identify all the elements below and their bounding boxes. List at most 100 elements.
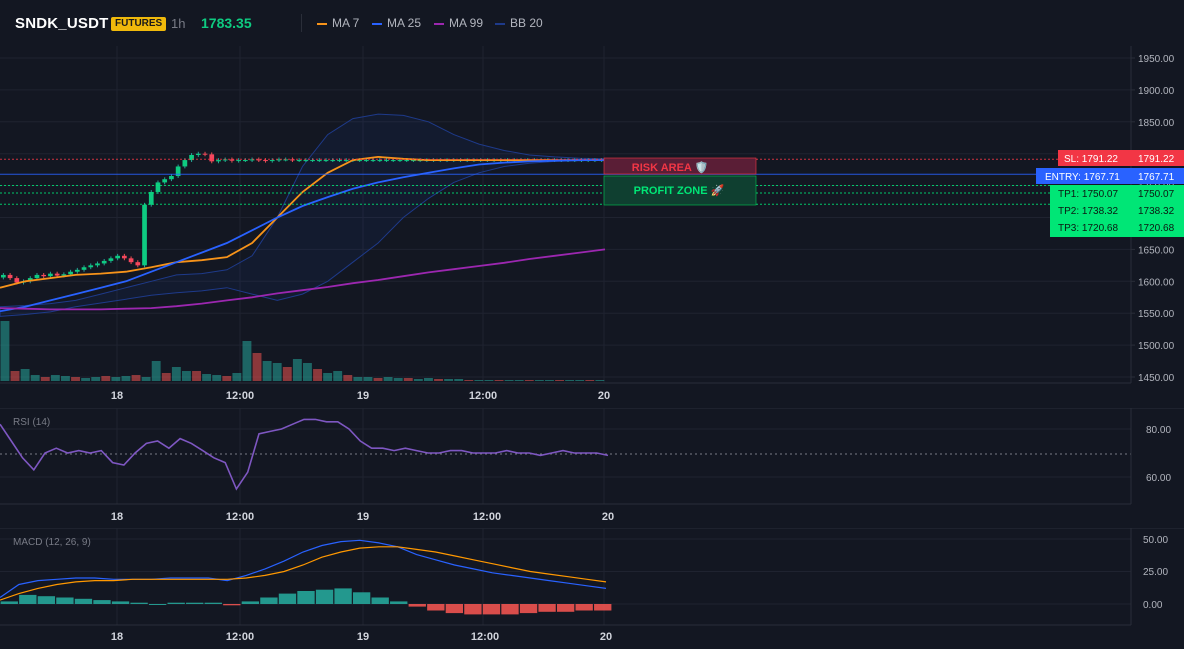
volume-bar [292,359,302,381]
macd-hist-bar [408,604,426,607]
macd-hist-bar [297,591,315,604]
volume-bar [131,375,141,381]
macd-hist-bar [501,604,519,615]
volume-bar [161,373,171,381]
profit-zone-box[interactable] [603,175,757,206]
timeframe-label[interactable]: 1h [171,16,186,31]
volume-bar [61,376,70,381]
volume-bar [232,373,242,381]
price-tick-label: 1600.00 [1138,277,1175,288]
rsi-grid [0,408,1131,504]
entry-tag [1036,168,1184,184]
macd-line [0,539,607,598]
volume-bar [484,380,494,381]
volume-bar [413,379,423,381]
volume-bar [0,321,10,381]
rsi-panel[interactable]: RSI (14) 80.00 60.00 18 12:00 19 12:00 20 [0,408,1184,528]
candle-body [162,179,168,183]
candle-body [216,160,221,162]
volume-bar [524,380,534,381]
candle-body [269,160,275,162]
macd-hist-bar [334,588,352,604]
risk-area-box[interactable] [603,157,757,175]
sl-tag [1058,150,1184,166]
candle-body [135,262,141,266]
volume-bar [534,380,544,381]
volume-bar [434,379,443,381]
price-tick-label: 1650.00 [1138,245,1175,256]
symbol-name[interactable]: SNDK_USDT [15,15,109,32]
volume-bar [575,380,585,381]
candle-body [310,160,315,162]
candle-body [95,263,100,266]
macd-hist-bar [56,597,74,604]
legend-ma7-label: MA 7 [332,16,360,30]
time-tick-label: 19 [357,390,369,402]
time-axis[interactable]: 18 12:00 19 12:00 20 [111,390,610,402]
time-tick-label: 12:00 [226,511,254,523]
volume-bar [40,377,50,381]
candle-body [316,160,322,162]
macd-hist-bar [204,602,222,604]
legend-ma25[interactable]: MA 25 [372,16,421,30]
macd-signal-line [0,546,607,601]
chart-header: SNDK_USDT FUTURES 1h 1783.35 MA 7 MA 25 … [0,0,1184,46]
macd-hist-bar [464,604,482,615]
candle-body [169,176,174,180]
candle-body [175,166,181,177]
macd-tick-25: 25.00 [1143,567,1168,578]
price-tick-label: 1850.00 [1138,118,1175,129]
candle-body [303,160,309,162]
sl-tag-label: SL: 1791.22 [1064,154,1118,165]
futures-badge: FUTURES [111,17,167,31]
macd-tick-0: 0.00 [1143,600,1163,611]
candle-body [108,258,114,261]
volume-bar [454,379,464,381]
macd-hist-bar [575,604,593,611]
tp1-tag-value: 1750.07 [1138,189,1175,200]
legend-ma99-label: MA 99 [449,16,484,30]
candle-body [48,273,53,277]
volume-bar [192,371,201,381]
rsi-line [0,418,609,491]
macd-hist-bar [241,601,260,604]
macd-hist-bar [538,604,556,612]
legend-bb20[interactable]: BB 20 [495,16,543,30]
risk-area-label: RISK AREA 🛡️ [632,161,708,174]
volume-bar [242,341,252,381]
time-tick-label: 20 [598,390,610,402]
candle-body [330,160,336,162]
tp3-tag-value: 1720.68 [1138,223,1175,234]
entry-tag-value: 1767.71 [1138,172,1175,183]
rsi-title: RSI (14) [13,417,50,428]
volume-bar [383,377,393,381]
legend-ma99[interactable]: MA 99 [434,16,483,30]
rsi-tick-60: 60.00 [1146,473,1171,484]
volume-bar [585,380,595,381]
volume-bar [353,377,363,381]
macd-panel[interactable]: MACD (12, 26, 9) 50.00 25.00 0.00 18 12:0… [0,528,1184,649]
volume-bars [0,321,605,381]
candle-body [74,269,80,272]
volume-bar [545,380,554,381]
candle-body [14,278,20,283]
candle-body [209,154,215,162]
volume-bar [202,374,212,381]
candle-body [34,274,40,279]
candle-body [337,160,342,162]
legend-ma7[interactable]: MA 7 [317,16,359,30]
sl-tag-value: 1791.22 [1138,154,1175,165]
time-tick-label: 12:00 [471,631,499,643]
candle-body [397,160,403,162]
macd-hist-bar [260,597,278,604]
macd-hist-bar [74,598,93,604]
price-chart-panel[interactable]: RISK AREA 🛡️ PROFIT ZONE 🚀 1950.00 1900.0… [0,46,1184,408]
candle-body [1,274,6,278]
candle-body [7,274,13,279]
candle-body [182,160,188,167]
macd-hist-bar [556,604,575,612]
volume-bar [494,380,504,381]
volume-bar [222,376,232,381]
price-tick-label: 1550.00 [1138,309,1175,320]
volume-bar [121,376,131,381]
